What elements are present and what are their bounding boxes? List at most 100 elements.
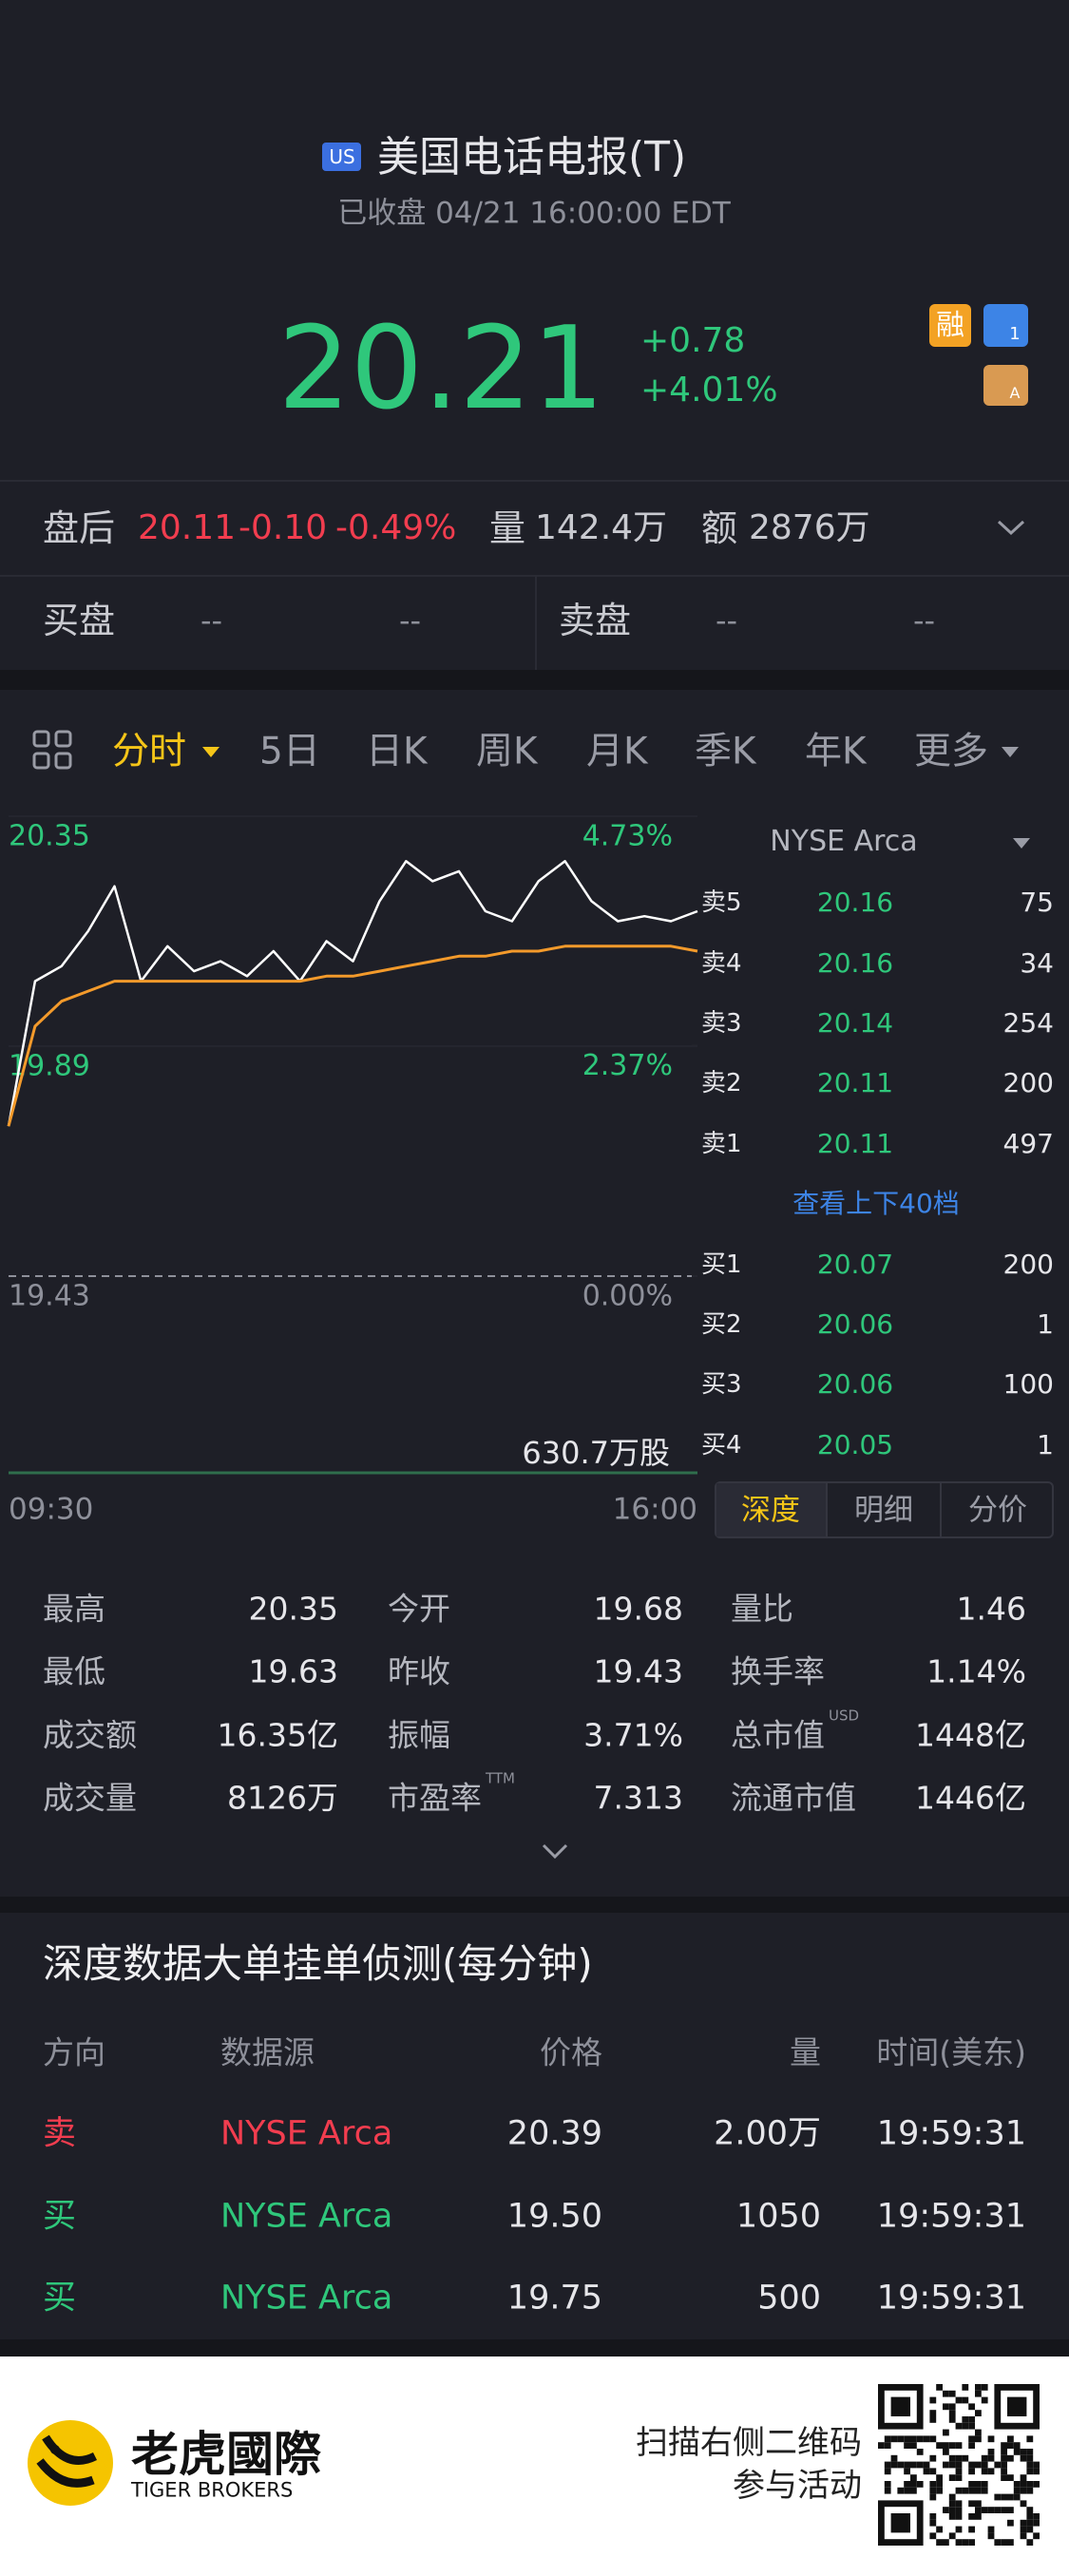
expand-icon[interactable] <box>542 1843 568 1860</box>
stat-label: 换手率 <box>731 1652 825 1690</box>
qr-module <box>981 2487 988 2494</box>
margin-badge <box>929 304 971 347</box>
ask-level: 卖2 <box>701 1069 742 1097</box>
qr-module <box>910 2487 917 2494</box>
volume-label: 630.7万股 <box>522 1435 670 1471</box>
ask-size: 497 <box>1002 1128 1054 1159</box>
book-tab[interactable]: 深度 <box>741 1493 800 1528</box>
qr-module <box>929 2396 937 2404</box>
qr-module <box>968 2435 975 2443</box>
table-cell: NYSE Arca <box>220 2197 393 2236</box>
expand-icon[interactable] <box>997 520 1025 536</box>
qr-module <box>981 2396 988 2404</box>
tab[interactable]: 季K <box>695 730 756 773</box>
y-tick-label: 20.35 <box>9 820 90 853</box>
table-cell: 19.50 <box>506 2197 602 2236</box>
qr-module <box>994 2507 1002 2513</box>
qr-module <box>962 2384 969 2391</box>
tab[interactable]: 5日 <box>259 730 320 773</box>
bid-size: 1 <box>1037 1429 1054 1460</box>
stat-value: 19.43 <box>593 1652 683 1690</box>
qr-module <box>968 2513 975 2520</box>
qr-module <box>955 2507 963 2513</box>
qr-module <box>948 2410 956 2416</box>
badge-text: 融 <box>936 309 964 342</box>
tab[interactable]: 更多 <box>914 730 989 773</box>
book-tab-active <box>716 1483 826 1536</box>
qr-module <box>968 2468 975 2475</box>
amount-value: 2876万 <box>749 508 870 547</box>
qr-module <box>975 2507 982 2513</box>
x-tick-label: 16:00 <box>613 1493 697 1527</box>
tab[interactable]: 日K <box>366 730 428 773</box>
qr-module <box>981 2461 988 2469</box>
qr-module <box>968 2481 975 2488</box>
tab[interactable]: 年K <box>805 730 867 773</box>
bid-price: 20.05 <box>816 1429 894 1460</box>
table-cell: NYSE Arca <box>220 2114 393 2153</box>
table-cell: 19:59:31 <box>876 2197 1026 2236</box>
qr-module <box>943 2449 949 2455</box>
qr-module <box>968 2422 975 2430</box>
stat-unit: USD <box>829 1707 860 1725</box>
qr-module <box>943 2403 949 2411</box>
table-header: 价格 <box>540 2033 602 2071</box>
ask-price: 20.16 <box>816 887 894 918</box>
qr-module <box>890 2435 898 2443</box>
qr-module <box>923 2461 930 2469</box>
tab[interactable]: 分时 <box>112 730 187 773</box>
dropdown-icon[interactable] <box>202 747 220 757</box>
tab[interactable]: 周K <box>476 730 538 773</box>
qr-module <box>1020 2474 1027 2481</box>
ask-price: 20.11 <box>816 1128 894 1159</box>
tab[interactable]: 月K <box>586 730 648 773</box>
qr-module <box>975 2513 982 2520</box>
section-title: 深度数据大单挂单侦测(每分钟) <box>43 1940 593 1987</box>
qr-module <box>936 2384 943 2391</box>
ask-label: 卖盘 <box>559 600 632 641</box>
qr-module <box>943 2507 949 2513</box>
qr-module <box>968 2526 975 2533</box>
stat-value: 1.14% <box>926 1652 1026 1690</box>
bid-level: 买3 <box>701 1370 742 1399</box>
qr-module <box>987 2532 995 2540</box>
dropdown-icon[interactable] <box>1002 747 1019 757</box>
brand-en: TIGER BROKERS <box>131 2478 294 2502</box>
table-cell: 1050 <box>735 2197 821 2236</box>
book-tab[interactable]: 分价 <box>968 1493 1027 1528</box>
qr-module <box>897 2461 905 2469</box>
qr-module <box>975 2429 982 2436</box>
bid-size: 1 <box>1037 1308 1054 1340</box>
y-tick-label: 19.43 <box>9 1280 90 1313</box>
qr-module <box>955 2487 963 2494</box>
dropdown-icon[interactable] <box>1013 838 1030 849</box>
exchange[interactable]: NYSE Arca <box>770 825 918 858</box>
tab-grid-icon[interactable] <box>32 730 72 770</box>
after-hours-label: 盘后 <box>43 507 116 549</box>
qr-module <box>955 2513 963 2520</box>
ask-level: 卖3 <box>701 1009 742 1038</box>
ask-level: 卖1 <box>701 1130 742 1158</box>
ask-price: 20.14 <box>816 1007 894 1039</box>
qr-module <box>962 2396 969 2404</box>
qr-module <box>904 2468 910 2475</box>
qr-module <box>897 2435 905 2443</box>
qr-module <box>981 2454 988 2462</box>
price-change-pct: +4.01% <box>640 371 778 410</box>
more-levels[interactable]: 查看上下40档 <box>792 1188 960 1219</box>
qr-module <box>1001 2474 1007 2481</box>
section-gap <box>0 1897 1069 1913</box>
stat-value: 19.63 <box>248 1652 338 1690</box>
divider <box>826 1483 828 1536</box>
book-tab[interactable]: 明细 <box>854 1493 913 1528</box>
qr-module <box>904 2461 910 2469</box>
qr-module <box>968 2461 975 2469</box>
qr-module <box>968 2403 975 2411</box>
qr-module <box>916 2449 924 2455</box>
table-header: 量 <box>790 2033 821 2071</box>
stat-value: 16.35亿 <box>217 1716 338 1754</box>
qr-module <box>1001 2493 1007 2501</box>
after-hours-price: 20.11 <box>138 508 237 547</box>
qr-module <box>923 2435 930 2443</box>
